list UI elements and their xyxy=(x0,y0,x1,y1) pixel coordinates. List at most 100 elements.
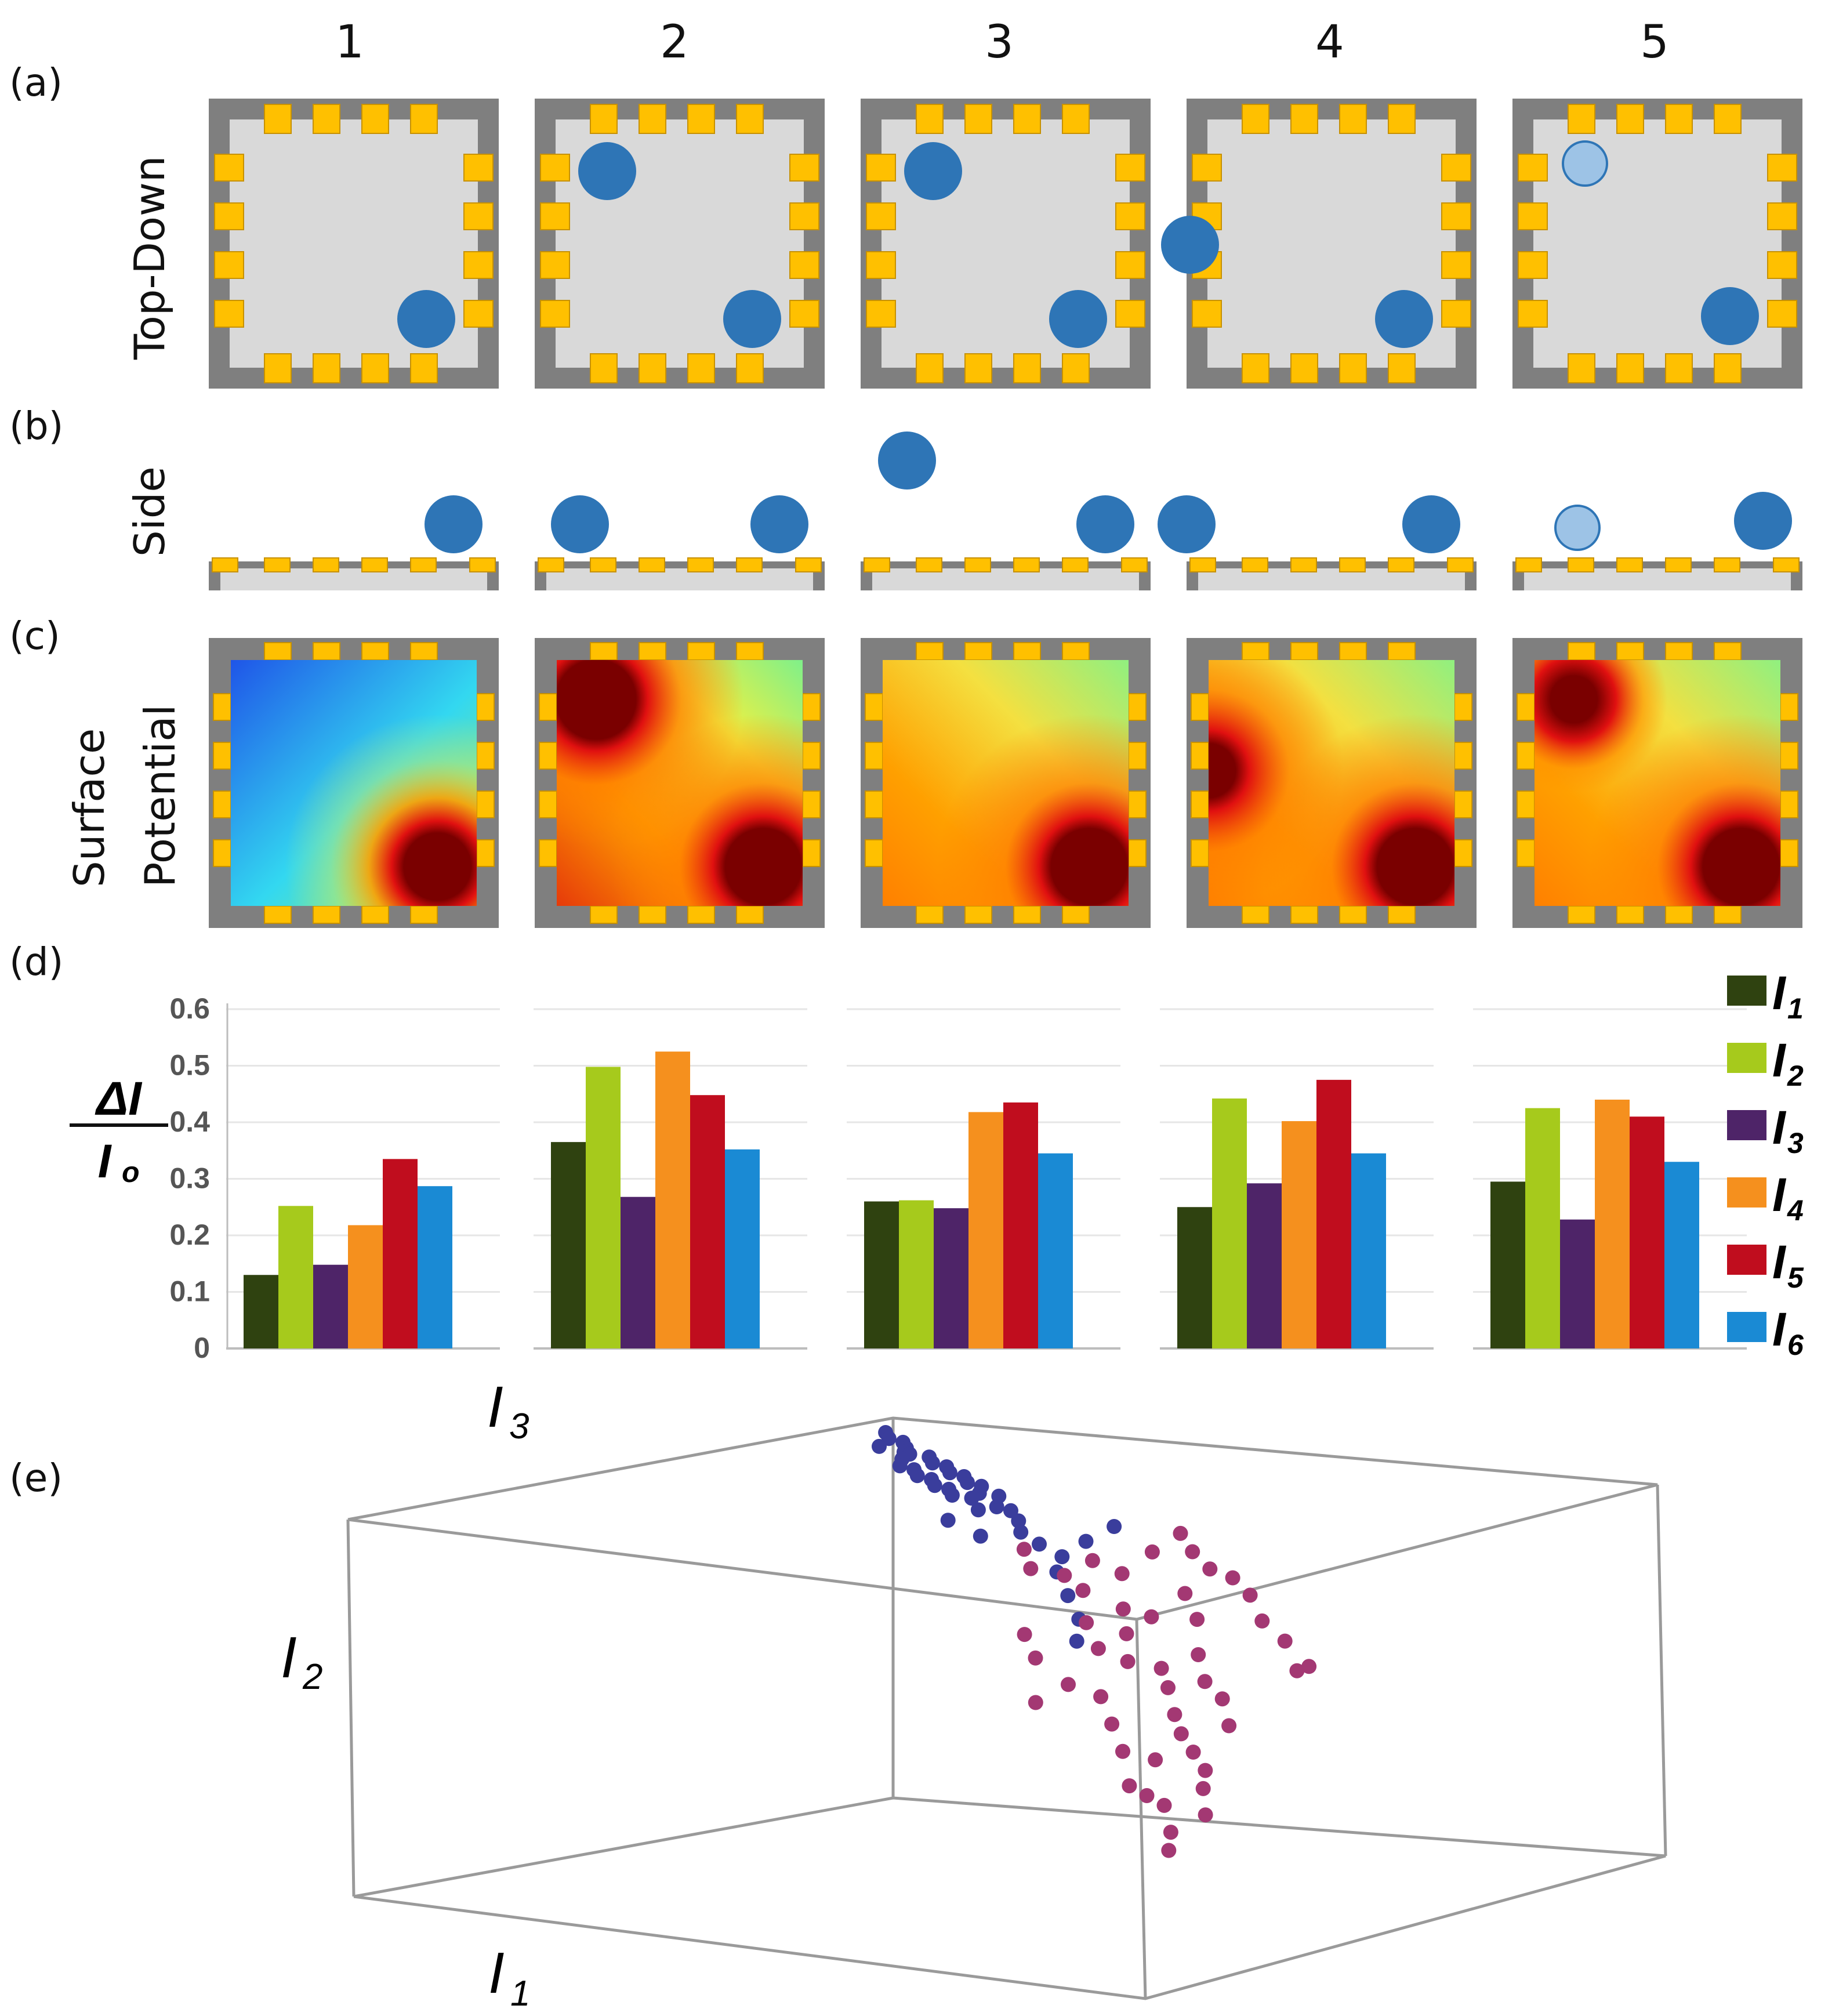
legend-label-I6: I xyxy=(1772,1303,1787,1356)
top-down-view-1 xyxy=(208,98,499,389)
cluster-a-point-31 xyxy=(940,1513,956,1528)
legend-label-I4: I xyxy=(1772,1169,1787,1221)
bar-group-1-I5 xyxy=(383,1159,418,1348)
cluster-b-point-10 xyxy=(1119,1626,1134,1641)
scatter-3d: I 3 I 2 I 1 xyxy=(281,1380,1667,2014)
svg-text:I: I xyxy=(487,1380,503,1440)
cluster-b-point-15 xyxy=(1153,1660,1169,1676)
axis-label-i3: I 3 xyxy=(487,1380,529,1446)
column-number-3: 3 xyxy=(985,16,1014,68)
bar-group-3-I3 xyxy=(934,1208,968,1348)
cluster-a-point-11 xyxy=(924,1455,940,1471)
legend-swatch-I4 xyxy=(1727,1177,1766,1208)
legend-swatch-I2 xyxy=(1727,1043,1766,1073)
bar-group-3-I4 xyxy=(968,1112,1003,1348)
side-panel xyxy=(208,432,1803,591)
cluster-b-point-31 xyxy=(1028,1695,1043,1710)
y-tick-label: 0.2 xyxy=(169,1219,210,1251)
ball xyxy=(1076,495,1134,553)
cluster-a-point-10 xyxy=(892,1458,908,1474)
side-view-1 xyxy=(208,495,499,591)
y-tick-label: 0.5 xyxy=(169,1049,210,1082)
cluster-b-point-24 xyxy=(1198,1763,1213,1778)
cluster-b-point-14 xyxy=(1189,1612,1205,1627)
cluster-a-point-14 xyxy=(909,1468,925,1484)
bar-group-2-I6 xyxy=(725,1149,760,1348)
cluster-b-point-40 xyxy=(1254,1613,1270,1629)
panel-label-c: (c) xyxy=(9,614,60,658)
bar-group-5-I2 xyxy=(1525,1108,1560,1348)
cluster-b-point-30 xyxy=(1061,1677,1076,1692)
cluster-b-point-13 xyxy=(1177,1586,1193,1601)
surface-map-3 xyxy=(860,637,1151,929)
cluster-b-point-20 xyxy=(1173,1726,1189,1742)
column-number-2: 2 xyxy=(660,16,689,68)
cluster-b-point-26 xyxy=(1148,1752,1163,1768)
cluster-a-point-22 xyxy=(944,1488,960,1503)
ball xyxy=(578,142,636,200)
svg-text:1: 1 xyxy=(510,1974,530,2014)
cluster-b-point-49 xyxy=(1122,1778,1137,1794)
cluster-a-point-15 xyxy=(942,1465,957,1481)
axis-label-i2: I 2 xyxy=(281,1625,322,1697)
bar-group-1-I1 xyxy=(244,1275,278,1348)
surface-potential-panel xyxy=(208,637,1803,929)
cluster-b-point-3 xyxy=(1057,1568,1072,1583)
scatter-points xyxy=(872,1425,1317,1858)
y-tick-label: 0 xyxy=(194,1332,210,1364)
cluster-b-point-12 xyxy=(1144,1609,1159,1625)
cluster-b-point-43 xyxy=(1301,1659,1317,1674)
bar-group-2-I4 xyxy=(655,1051,690,1348)
cluster-b-point-18 xyxy=(1197,1674,1213,1689)
cluster-b-point-6 xyxy=(1114,1566,1130,1582)
bar-group-5-I6 xyxy=(1664,1162,1699,1348)
cluster-b-point-39 xyxy=(1242,1587,1258,1603)
bar-group-1-I4 xyxy=(348,1225,383,1348)
panel-label-d: (d) xyxy=(9,940,64,984)
panel-label-b: (b) xyxy=(9,404,64,448)
cluster-a-point-40 xyxy=(1107,1519,1122,1534)
y-tick-label: 0.6 xyxy=(169,992,210,1025)
svg-text:I: I xyxy=(281,1625,297,1690)
ball xyxy=(1375,290,1433,348)
cluster-b-point-25 xyxy=(1195,1781,1211,1796)
legend-subscript-I2: 2 xyxy=(1787,1060,1804,1092)
surface-map-1 xyxy=(208,637,499,929)
ball xyxy=(397,290,455,348)
cluster-b-point-17 xyxy=(1191,1647,1206,1662)
legend-label-I3: I xyxy=(1772,1101,1787,1154)
cluster-b-point-28 xyxy=(1104,1716,1120,1732)
cluster-b-point-7 xyxy=(1115,1601,1131,1617)
svg-text:I: I xyxy=(488,1941,505,2006)
side-view-2 xyxy=(534,495,825,591)
cluster-b-point-16 xyxy=(1160,1680,1176,1695)
cluster-b-point-19 xyxy=(1167,1707,1182,1723)
surface-map-2 xyxy=(534,637,825,929)
bars xyxy=(244,1051,1699,1348)
cluster-b-point-45 xyxy=(1161,1843,1177,1858)
legend-subscript-I4: 4 xyxy=(1787,1194,1804,1227)
y-axis-label: ΔI I o xyxy=(70,1072,168,1188)
bar-chart: 00.10.20.30.40.50.6 I 1I 2I 3I 4I 5I 6 ΔI I o xyxy=(70,967,1804,1364)
cluster-b-point-36 xyxy=(1185,1544,1200,1560)
cluster-a-point-27 xyxy=(970,1502,986,1518)
bar-group-2-I3 xyxy=(621,1196,655,1348)
ball xyxy=(551,495,609,553)
bar-group-2-I5 xyxy=(690,1095,725,1348)
top-down-panel xyxy=(208,98,1803,389)
ball xyxy=(1049,290,1107,348)
cluster-b-point-32 xyxy=(1028,1650,1043,1666)
cluster-b-point-41 xyxy=(1277,1633,1293,1649)
cluster-a-point-29 xyxy=(1011,1513,1026,1529)
y-tick-labels: 0 0.1 0.2 0.3 0.4 0.5 0.6 xyxy=(169,992,210,1364)
svg-text:2: 2 xyxy=(302,1657,322,1697)
surface-map-5 xyxy=(1512,637,1803,929)
top-down-view-3 xyxy=(860,98,1151,389)
cluster-a-point-36 xyxy=(1060,1588,1076,1604)
legend-label-I2: I xyxy=(1772,1034,1787,1087)
legend-swatch-I6 xyxy=(1727,1312,1766,1342)
surface-map-4 xyxy=(1186,637,1477,929)
ylabel-denominator: I xyxy=(98,1135,113,1188)
panel-label-e: (e) xyxy=(9,1456,63,1500)
cluster-b-point-33 xyxy=(1017,1627,1032,1642)
